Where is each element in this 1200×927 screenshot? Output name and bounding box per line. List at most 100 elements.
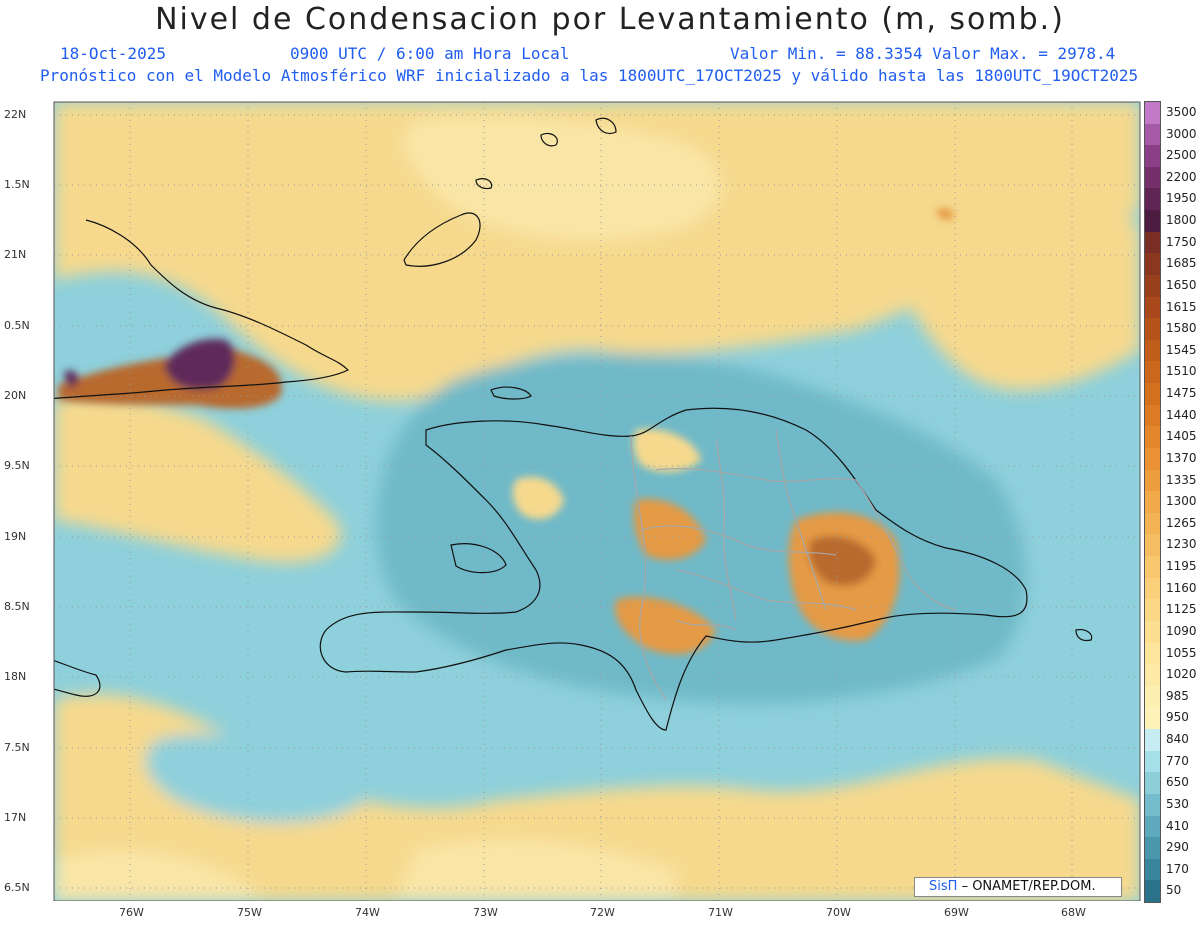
color-scale-label: 1510 (1166, 364, 1197, 379)
lat-label: 21N (4, 248, 27, 261)
color-scale-label: 1545 (1166, 342, 1197, 357)
provincial-borders (630, 429, 957, 701)
color-scale-swatch (1145, 231, 1160, 254)
color-scale-label: 1650 (1166, 277, 1197, 292)
color-scale-swatch (1145, 188, 1160, 211)
color-scale-label: 1020 (1166, 667, 1197, 682)
lat-label: 19N (4, 530, 27, 543)
lat-label: 6.5N (4, 881, 30, 894)
lat-label: 18N (4, 670, 27, 683)
gonave-island (450, 543, 507, 574)
color-scale-label: 1265 (1166, 515, 1197, 530)
tortuga-island (490, 386, 532, 400)
color-scale-label: 290 (1166, 840, 1189, 855)
lon-label: 70W (826, 906, 851, 919)
color-scale-swatch (1145, 318, 1160, 341)
color-scale-swatch (1145, 815, 1160, 838)
lon-label: 74W (355, 906, 380, 919)
field-shading (54, 102, 1140, 901)
color-scale-label: 3500 (1166, 105, 1197, 119)
color-scale-swatch (1145, 599, 1160, 622)
lat-label: 20N (4, 389, 27, 402)
color-scale-swatch (1145, 577, 1160, 600)
lon-label: 73W (473, 906, 498, 919)
color-scale-label: 1750 (1166, 234, 1197, 249)
color-scale-label: 410 (1166, 818, 1189, 833)
color-scale-swatch (1145, 253, 1160, 276)
map-title: Nivel de Condensacion por Levantamiento … (155, 2, 1065, 37)
color-scale-label: 1090 (1166, 623, 1197, 638)
graticule (54, 102, 1140, 901)
color-scale-label: 1685 (1166, 256, 1197, 271)
color-scale-label: 1055 (1166, 645, 1197, 660)
color-scale-label: 1800 (1166, 213, 1197, 228)
color-scale-swatch (1145, 426, 1160, 449)
color-scale-swatch (1145, 491, 1160, 514)
color-scale-label: 840 (1166, 732, 1189, 747)
color-scale-label: 1230 (1166, 537, 1197, 552)
color-scale-label: 770 (1166, 753, 1189, 768)
color-scale-label: 170 (1166, 861, 1189, 876)
color-scale-label: 1950 (1166, 191, 1197, 206)
lon-label: 69W (944, 906, 969, 919)
color-scale-swatch (1145, 556, 1160, 579)
color-scale-swatch (1145, 685, 1160, 708)
lat-label: 8.5N (4, 600, 30, 613)
color-scale-label: 530 (1166, 796, 1189, 811)
color-scale-swatch (1145, 858, 1160, 881)
forecast-date: 18-Oct-2025 (60, 44, 166, 63)
hispaniola-coast (319, 407, 1028, 731)
color-scale-swatch (1145, 123, 1160, 146)
color-scale-swatch (1145, 642, 1160, 665)
color-scale-label: 985 (1166, 688, 1189, 703)
color-scale-label: 50 (1166, 883, 1182, 898)
sispi-logo: SisΠ (929, 879, 958, 894)
credit-org: – ONAMET/REP.DOM. (961, 879, 1096, 894)
color-scale-swatch (1145, 210, 1160, 233)
lat-label: 22N (4, 108, 27, 121)
color-scale-label: 1300 (1166, 494, 1197, 509)
color-scale-swatch (1145, 729, 1160, 752)
lon-label: 71W (708, 906, 733, 919)
color-scale-swatch (1145, 274, 1160, 297)
color-scale-label: 1580 (1166, 321, 1197, 336)
forecast-time: 0900 UTC / 6:00 am Hora Local (290, 44, 570, 63)
color-scale-swatch (1145, 772, 1160, 795)
color-scale-swatch (1145, 383, 1160, 406)
credit-box: SisΠ – ONAMET/REP.DOM. (914, 877, 1122, 897)
lon-label: 72W (590, 906, 615, 919)
color-scale-label: 1195 (1166, 559, 1197, 574)
color-scale-swatch (1145, 447, 1160, 470)
forecast-map (53, 101, 1141, 901)
lon-label: 68W (1061, 906, 1086, 919)
color-scale-swatch (1145, 102, 1160, 124)
color-scale-label: 1125 (1166, 602, 1197, 617)
color-scale-swatch (1145, 361, 1160, 384)
min-max-values: Valor Min. = 88.3354 Valor Max. = 2978.4 (730, 44, 1116, 63)
color-scale-swatch (1145, 145, 1160, 168)
color-scale-label: 1475 (1166, 386, 1197, 401)
lat-label: 9.5N (4, 459, 30, 472)
color-scale-swatch (1145, 793, 1160, 816)
dry-band-north (54, 102, 1140, 402)
lat-label: 1.5N (4, 178, 30, 191)
color-scale-label: 1405 (1166, 429, 1197, 444)
color-scale-swatch (1145, 296, 1160, 319)
color-scale-label: 1160 (1166, 580, 1197, 595)
color-scale-swatch (1145, 880, 1160, 903)
lon-label: 76W (119, 906, 144, 919)
color-scale-swatch (1145, 166, 1160, 189)
color-scale-label: 950 (1166, 710, 1189, 725)
color-scale-swatch (1145, 707, 1160, 730)
color-scale-label: 2500 (1166, 148, 1197, 163)
lat-label: 7.5N (4, 741, 30, 754)
color-scale-bar (1144, 101, 1161, 903)
color-scale-label: 1440 (1166, 407, 1197, 422)
color-scale-label: 2200 (1166, 169, 1197, 184)
color-scale-swatch (1145, 620, 1160, 643)
color-scale-swatch (1145, 404, 1160, 427)
lon-label: 75W (237, 906, 262, 919)
color-scale-swatch (1145, 339, 1160, 362)
color-scale-swatch (1145, 664, 1160, 687)
color-scale-label: 650 (1166, 775, 1189, 790)
